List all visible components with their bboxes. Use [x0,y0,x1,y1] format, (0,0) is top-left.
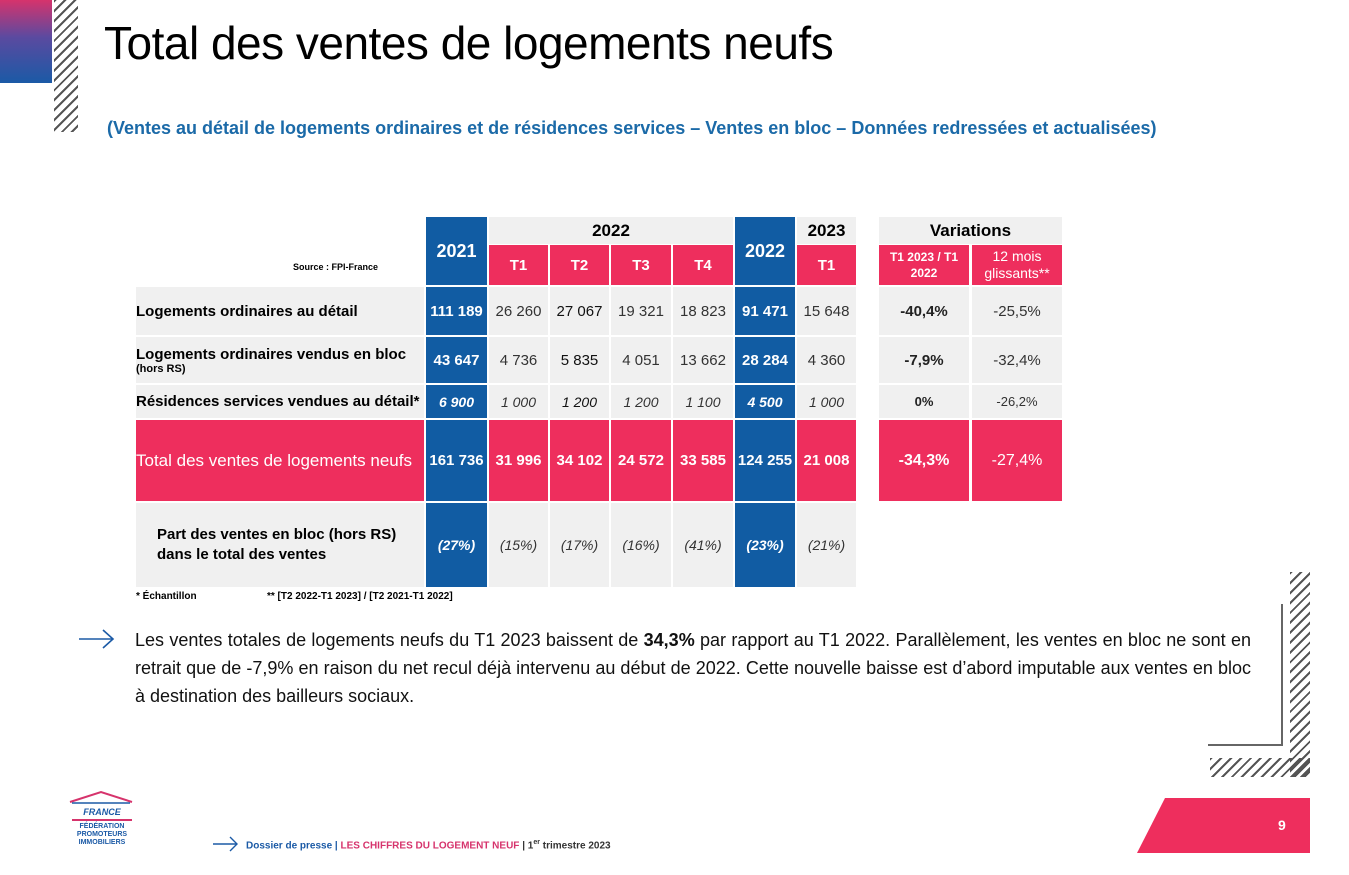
cell-q: 4 736 [489,337,548,383]
cell-2023: 1 000 [797,385,856,418]
header-2022-q: T1 [489,245,548,285]
cell-q: 13 662 [673,337,733,383]
cell-var1: -7,9% [879,337,969,383]
hatch-decoration-bottom [1210,758,1310,777]
footer-part: trimestre 2023 [539,840,611,852]
page-title: Total des ventes de logements neufs [104,17,834,69]
logo-france-text: FRANCE [83,807,121,817]
cell-2021: 111 189 [426,287,487,335]
share-2021: (27%) [426,503,487,587]
footer-sup: er [533,839,540,846]
footer-arrow-icon [213,836,238,852]
cell-q: 26 260 [489,287,548,335]
paragraph-text: Les ventes totales de logements neufs du… [135,630,644,650]
header-2023-q1: T1 [797,245,856,285]
footnote-period: ** [T2 2022-T1 2023] / [T2 2021-T1 2022] [267,591,453,602]
cell-q: 1 100 [673,385,733,418]
total-var2: -27,4% [972,420,1062,501]
total-q: 31 996 [489,420,548,501]
corner-line [1281,604,1283,744]
total-row-label: Total des ventes de logements neufs [136,420,424,501]
hatch-decoration-top-left [54,0,78,132]
share-q: (16%) [611,503,671,587]
cell-2023: 15 648 [797,287,856,335]
cell-var2: -32,4% [972,337,1062,383]
page-number: 9 [1278,817,1286,833]
header-2023: 2023 [797,217,856,244]
cell-q: 19 321 [611,287,671,335]
header-2022-q: T2 [550,245,609,285]
total-2022: 124 255 [735,420,795,501]
footer-part: | 1 [519,840,534,852]
roof-icon [69,790,133,804]
cell-var2: -26,2% [972,385,1062,418]
cell-2021: 43 647 [426,337,487,383]
row-label-text: Résidences services vendues au détail* [136,393,420,410]
arrow-right-icon [79,629,115,649]
total-2021: 161 736 [426,420,487,501]
total-q: 24 572 [611,420,671,501]
footer-part: Dossier de presse | [246,840,341,852]
header-2022-group: 2022 [489,217,733,244]
share-2022: (23%) [735,503,795,587]
header-var-quarter: T1 2023 / T1 2022 [879,245,969,285]
share-row-label: Part des ventes en bloc (hors RS) dans l… [136,503,424,587]
header-2022-q: T3 [611,245,671,285]
cell-q: 4 051 [611,337,671,383]
fpi-logo: FRANCE FÉDÉRATION PROMOTEURS IMMOBILIERS [68,790,136,847]
cell-q: 1 200 [550,385,609,418]
logo-text: FÉDÉRATION [79,823,125,830]
footer-part: LES CHIFFRES DU LOGEMENT NEUF [340,840,520,852]
cell-var1: -40,4% [879,287,969,335]
header-2022-year: 2022 [735,217,795,285]
cell-var1: 0% [879,385,969,418]
cell-2021: 6 900 [426,385,487,418]
footnote-sample: * Échantillon [136,591,197,602]
paragraph-text: par rapport au T1 2022. Parallèlement, l… [135,630,1252,706]
row-label: Résidences services vendues au détail* [136,385,424,418]
row-sublabel: (hors RS) [136,362,186,375]
cell-2023: 4 360 [797,337,856,383]
total-label-text: Total des ventes de logements neufs [136,450,412,470]
page-subtitle: (Ventes au détail de logements ordinaire… [107,118,1157,138]
logo-text: IMMOBILIERS [78,839,126,846]
cell-var2: -25,5% [972,287,1062,335]
footer-text: Dossier de presse | LES CHIFFRES DU LOGE… [246,839,611,851]
cell-2022: 91 471 [735,287,795,335]
corner-line [1208,744,1283,746]
logo-divider [72,819,132,821]
share-q: (15%) [489,503,548,587]
total-q: 34 102 [550,420,609,501]
row-label: Logements ordinaires au détail [136,287,424,335]
total-q: 33 585 [673,420,733,501]
header-variations: Variations [879,217,1062,244]
row-label-text: Logements ordinaires au détail [136,302,358,320]
cell-q: 5 835 [550,337,609,383]
cell-q: 27 067 [550,287,609,335]
share-q: (41%) [673,503,733,587]
row-label: Logements ordinaires vendus en bloc (hor… [136,337,424,383]
header-2022-q: T4 [673,245,733,285]
share-label-text: Part des ventes en bloc (hors RS) dans l… [157,526,397,563]
paragraph-highlight: 34,3% [643,630,695,650]
total-2023: 21 008 [797,420,856,501]
cell-2022: 28 284 [735,337,795,383]
row-label-text: Logements ordinaires vendus en bloc [136,345,407,363]
header-2021: 2021 [426,217,487,285]
commentary-paragraph: Les ventes totales de logements neufs du… [135,626,1251,710]
cell-2022: 4 500 [735,385,795,418]
logo-text: PROMOTEURS [76,831,128,838]
share-2023: (21%) [797,503,856,587]
hatch-decoration-right [1290,572,1310,777]
source-note: Source : FPI-France [293,262,379,272]
cell-q: 1 000 [489,385,548,418]
cell-q: 18 823 [673,287,733,335]
page-number-tab [1137,798,1310,853]
header-var-12months: 12 mois glissants** [972,245,1062,285]
total-var1: -34,3% [879,420,969,501]
corner-gradient [0,0,52,83]
share-q: (17%) [550,503,609,587]
cell-q: 1 200 [611,385,671,418]
